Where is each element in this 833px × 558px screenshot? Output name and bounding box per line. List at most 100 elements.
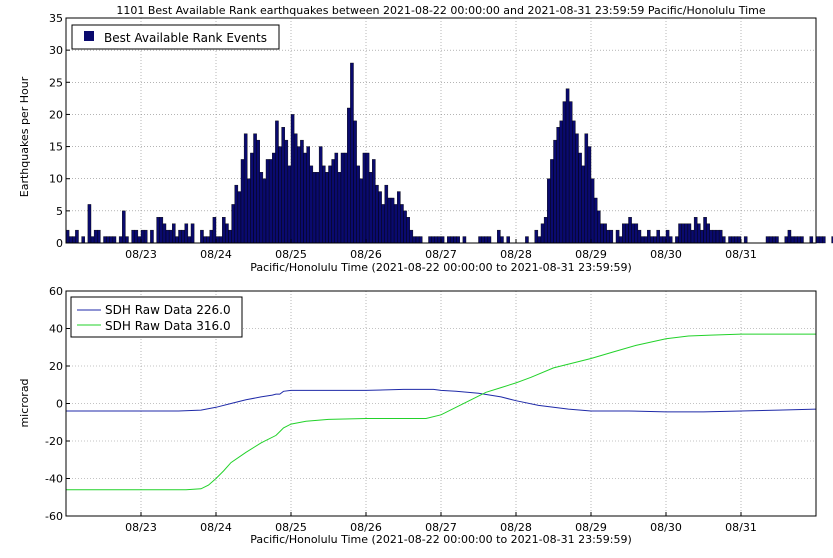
earthquake-bar (462, 236, 467, 244)
earthquake-bar (768, 236, 773, 244)
earthquake-bar (615, 229, 620, 244)
earthquake-bar (359, 178, 364, 244)
earthquake-bar (431, 236, 435, 244)
earthquake-bar (400, 204, 404, 244)
earthquake-bar (481, 236, 485, 244)
earthquake-bar (647, 229, 651, 244)
earthquake-bar (350, 62, 354, 244)
earthquake-bar (450, 236, 454, 244)
earthquake-bar (356, 165, 360, 244)
earthquake-bar (572, 120, 576, 244)
earthquake-bar (606, 229, 610, 244)
earthquake-bar (165, 229, 170, 244)
earthquake-bar (259, 172, 264, 244)
earthquake-bar (87, 204, 92, 244)
earthquake-bar (162, 223, 167, 244)
earthquake-bar (131, 229, 135, 244)
top-x-axis-label: Pacific/Honolulu Time (2021-08-22 00:00:… (250, 261, 632, 274)
earthquake-bar (622, 223, 626, 244)
earthquake-bar (653, 236, 657, 244)
bottom-grid (66, 291, 816, 516)
top-x-ticks: 08/23 08/24 08/25 08/26 08/27 08/28 08/29 08/30… (125, 239, 757, 261)
earthquake-rate-chart: 0 5 10 15 20 25 30 35 08/23 08/24 08/25 08/26 08/27… (18, 12, 833, 274)
earthquake-bar (325, 172, 329, 244)
top-x-tick-label: 08/26 (350, 248, 382, 261)
earthquake-bar (243, 133, 248, 244)
earthquake-bar (209, 229, 214, 244)
series-line-2 (66, 333, 816, 491)
earthquake-bar (706, 223, 710, 244)
earthquake-bar (309, 165, 314, 244)
earthquake-bar (543, 217, 548, 244)
earthquake-bar (397, 191, 401, 244)
top-plot-area (66, 18, 816, 243)
bottom-x-tick-label: 08/31 (725, 521, 757, 534)
earthquake-bar (484, 236, 489, 244)
earthquake-bar (272, 152, 276, 244)
earthquake-bar (256, 139, 260, 244)
earthquake-bar (278, 146, 282, 244)
top-y-tick-label: 5 (56, 205, 63, 218)
earthquake-bar (390, 197, 395, 244)
bottom-x-tick-label: 08/23 (125, 521, 157, 534)
earthquake-bar (318, 146, 323, 244)
earthquake-bar (497, 229, 501, 244)
earthquake-bar (772, 236, 776, 244)
bottom-legend: SDH Raw Data 226.0 SDH Raw Data 316.0 (70, 296, 243, 338)
earthquake-bar (412, 236, 417, 244)
earthquake-bar (409, 229, 414, 244)
top-y-tick-label: 30 (49, 44, 63, 57)
earthquake-bar (625, 223, 629, 244)
earthquake-bar (784, 236, 789, 244)
chart-title: 1101 Best Available Rank earthquakes bet… (116, 4, 766, 17)
earthquake-bar (118, 236, 123, 244)
earthquake-bar (253, 133, 257, 244)
earthquake-bar (365, 152, 370, 244)
earthquake-bar (362, 152, 367, 244)
earthquake-bar (343, 152, 348, 244)
earthquake-bar (315, 172, 320, 244)
earthquake-bar (734, 236, 739, 244)
top-x-tick-label: 08/24 (200, 248, 232, 261)
bottom-x-tick-label: 08/26 (350, 521, 382, 534)
bottom-lines (66, 333, 817, 491)
bottom-x-tick-label: 08/28 (500, 521, 532, 534)
earthquake-bar (237, 191, 242, 244)
earthquake-bar (112, 236, 117, 244)
bottom-y-tick-label: -40 (45, 473, 63, 486)
earthquake-bar (797, 236, 801, 244)
earthquake-bar (347, 107, 351, 244)
top-x-tick-label: 08/23 (125, 248, 157, 261)
earthquake-bar (534, 229, 539, 244)
earthquake-bar (175, 236, 179, 244)
earthquake-bar (231, 204, 235, 244)
bottom-x-tick-label: 08/25 (275, 521, 307, 534)
earthquake-bar (290, 114, 295, 244)
earthquake-bar (428, 236, 432, 244)
earthquake-bar (590, 178, 595, 244)
earthquake-bar (697, 223, 701, 244)
earthquake-bar (603, 223, 607, 244)
top-y-ticks: 0 5 10 15 20 25 30 35 (49, 12, 70, 250)
earthquake-bar (206, 236, 210, 244)
top-x-tick-label: 08/25 (275, 248, 307, 261)
earthquake-bar (818, 236, 823, 244)
earthquake-bar (203, 236, 207, 244)
earthquake-bar (525, 236, 529, 244)
earthquake-bar (353, 120, 357, 244)
top-x-tick-label: 08/29 (575, 248, 607, 261)
earthquake-bar (250, 152, 254, 244)
top-legend-label: Best Available Rank Events (104, 31, 267, 45)
earthquake-bar (743, 236, 748, 244)
earthquake-bar (765, 236, 770, 244)
earthquake-bar (109, 236, 114, 244)
earthquake-bar (715, 229, 720, 244)
earthquake-bar (159, 217, 164, 244)
earthquake-bar (559, 120, 564, 244)
bottom-x-tick-label: 08/27 (425, 521, 457, 534)
earthquake-bar (306, 146, 310, 244)
earthquake-bar (434, 236, 439, 244)
earthquake-bar (775, 236, 779, 244)
earthquake-bar (787, 229, 792, 244)
earthquake-bar (447, 236, 451, 244)
